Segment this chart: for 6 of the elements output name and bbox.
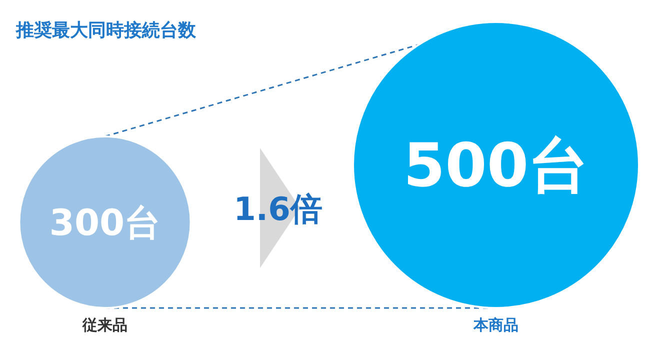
category-label: 本商品 <box>472 316 518 334</box>
data-label: 300台 <box>49 202 161 244</box>
category-label: 従来品 <box>82 316 128 334</box>
data-label: 500台 <box>403 131 589 202</box>
text: 推奨最大同時接続台数 <box>15 20 197 41</box>
text: 1.6倍 <box>234 190 322 228</box>
